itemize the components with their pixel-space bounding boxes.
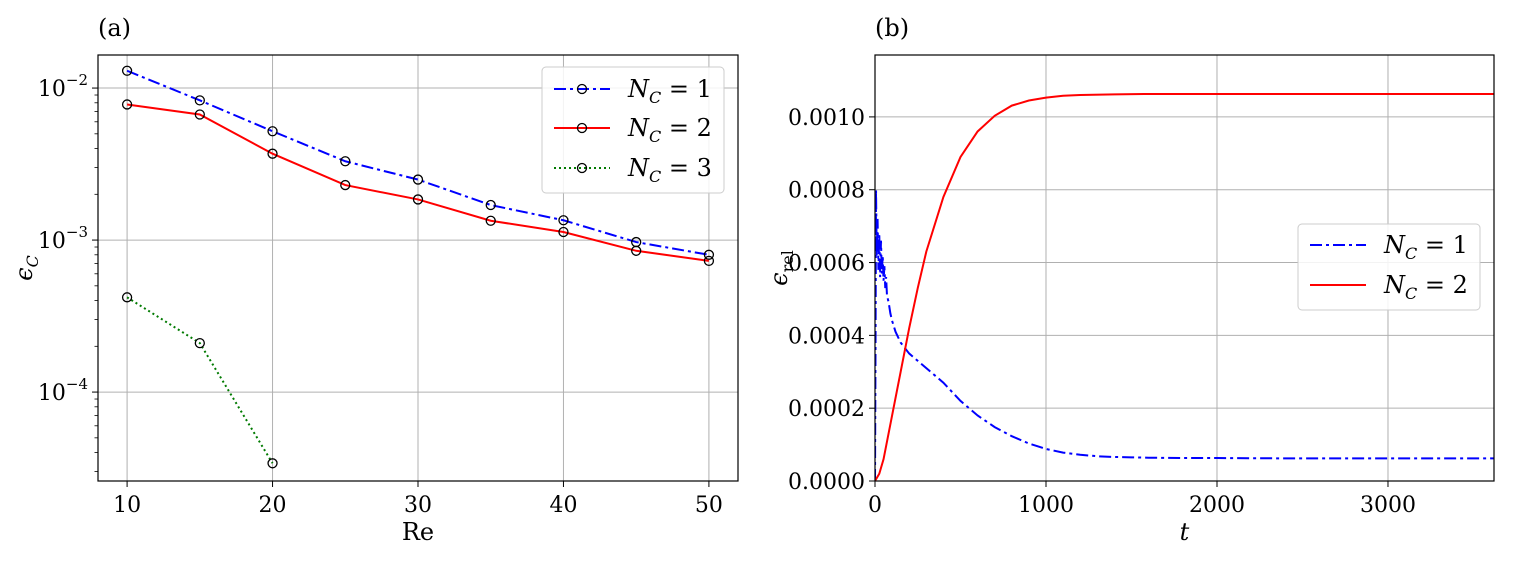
data-point (194, 95, 205, 106)
series-1 (875, 189, 1494, 481)
y-tick-label: 0.0002 (788, 397, 865, 422)
data-point (340, 179, 351, 191)
series-line-1 (875, 189, 1494, 481)
panel-label: (a) (98, 14, 131, 42)
y-tick-label: 0.0004 (788, 324, 865, 349)
x-tick-label: 40 (549, 493, 577, 518)
data-point (121, 99, 133, 110)
series-line-1 (126, 69, 710, 256)
x-tick-label: 20 (259, 493, 287, 518)
y-tick-label: 0.0010 (788, 106, 865, 131)
series-line-2 (126, 103, 710, 262)
legend-label-2: NC = 2 (627, 114, 712, 146)
y-axis: 0.0000 0.0002 0.0004 0.0006 0.0008 0.0010 (788, 106, 875, 495)
data-point (558, 215, 569, 226)
y-tick-label: 10−3 (38, 223, 88, 254)
x-tick-label: 1000 (1018, 493, 1074, 518)
legend-label-1: NC = 1 (627, 75, 712, 107)
plot-frame (874, 54, 1495, 482)
x-axis-label: t (1180, 518, 1190, 546)
data-point (121, 65, 133, 76)
series-2 (121, 99, 715, 266)
series-1 (121, 65, 715, 260)
series-line-2 (875, 92, 1494, 481)
legend: NC = 1 NC = 2 NC = 3 (541, 66, 725, 194)
series-2 (875, 92, 1494, 481)
y-tick-label: 0.0006 (788, 252, 865, 277)
x-axis-label: Re (402, 518, 434, 546)
legend: NC = 1 NC = 2 (1297, 223, 1481, 311)
data-point (558, 226, 569, 238)
legend-marker (576, 122, 588, 134)
panel-label: (b) (875, 14, 909, 42)
x-tick-label: 10 (113, 493, 141, 518)
x-tick-label: 0 (868, 493, 882, 518)
legend-box (541, 66, 725, 194)
legend-marker (576, 162, 588, 174)
x-tick-label: 30 (404, 493, 432, 518)
data-point (267, 126, 278, 137)
legend-label-2: NC = 2 (1383, 271, 1468, 303)
x-tick-label: 50 (695, 493, 723, 518)
legend-label-3: NC = 3 (627, 154, 712, 186)
x-tick-label: 2000 (1189, 493, 1245, 518)
y-tick-label: 0.0000 (788, 470, 865, 495)
series-3 (121, 292, 278, 469)
y-tick-label: 0.0008 (788, 179, 865, 204)
data-point (194, 109, 205, 120)
data-point (485, 215, 496, 226)
data-point (703, 255, 715, 266)
x-tick-label: 3000 (1360, 493, 1416, 518)
panel-b: (b) 0 1000 2000 3000 0.0000 0.0002 0.0004 0.0006… (765, 14, 1495, 546)
y-tick-label: 10−4 (38, 375, 88, 406)
data-point (194, 337, 205, 349)
x-axis: 10 20 30 40 50 (113, 481, 723, 518)
data-point (412, 194, 424, 205)
y-axis-label: ϵrel (765, 250, 797, 286)
y-tick-label: 10−2 (38, 71, 88, 102)
y-axis: 10−4 10−3 10−2 (38, 71, 98, 472)
y-axis-label: ϵC (10, 255, 42, 281)
data-point (267, 458, 278, 469)
data-point (631, 245, 642, 256)
data-point (121, 292, 133, 303)
data-point (412, 174, 424, 185)
x-axis: 0 1000 2000 3000 (868, 481, 1416, 518)
data-point (267, 148, 278, 159)
series-line-3 (126, 296, 274, 464)
data-point (485, 199, 496, 211)
data-point (703, 249, 715, 260)
legend-marker (576, 83, 588, 95)
data-point (340, 156, 351, 167)
legend-label-1: NC = 1 (1383, 231, 1468, 263)
